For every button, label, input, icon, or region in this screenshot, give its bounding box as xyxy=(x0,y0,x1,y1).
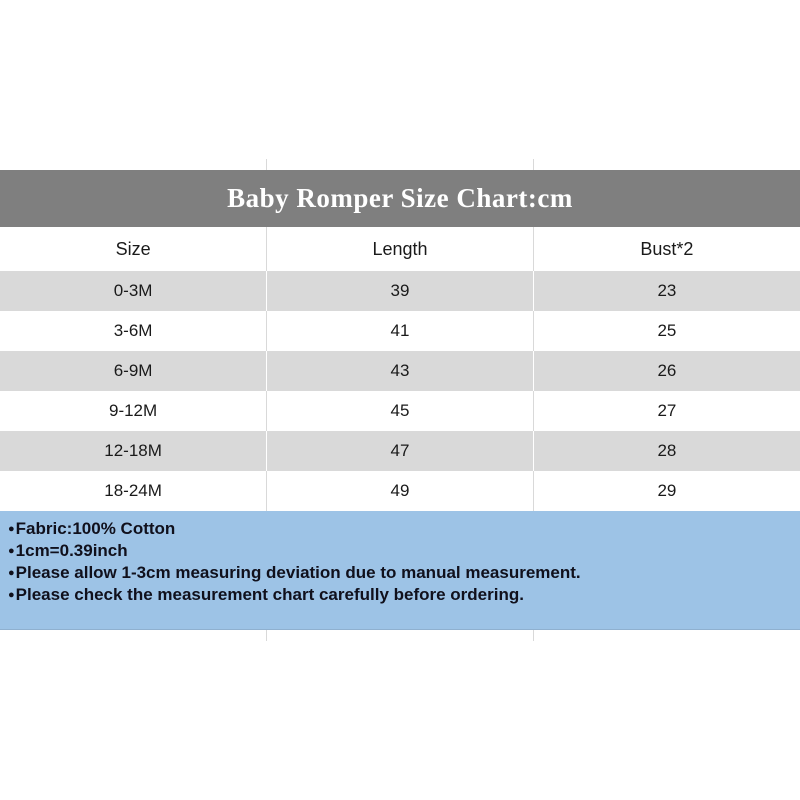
bullet-icon: ● xyxy=(8,545,15,557)
bullet-icon: ● xyxy=(8,589,15,601)
table-cell: 12-18M xyxy=(0,431,267,471)
table-cell: 18-24M xyxy=(0,471,267,511)
table-row: 12-18M 47 28 xyxy=(0,431,800,471)
note-line: ●Please allow 1-3cm measuring deviation … xyxy=(8,562,792,584)
bullet-icon: ● xyxy=(8,523,15,535)
note-line: ●Please check the measurement chart care… xyxy=(8,584,792,606)
column-header: Length xyxy=(266,227,534,271)
table-cell: 28 xyxy=(532,431,800,471)
table-cell: 26 xyxy=(532,351,800,391)
table-row: 0-3M 39 23 xyxy=(0,271,800,311)
note-text: Please check the measurement chart caref… xyxy=(15,585,524,604)
table-row: 9-12M 45 27 xyxy=(0,391,800,431)
table-row: 3-6M 41 25 xyxy=(0,311,800,351)
table-cell: 3-6M xyxy=(0,311,267,351)
grid-tick xyxy=(533,629,534,641)
notes-block: ●Fabric:100% Cotton ●1cm=0.39inch ●Please … xyxy=(0,511,800,630)
table-cell: 23 xyxy=(532,271,800,311)
column-header: Size xyxy=(0,227,267,271)
note-text: Please allow 1-3cm measuring deviation d… xyxy=(15,563,581,582)
table-cell: 27 xyxy=(532,391,800,431)
note-text: Fabric:100% Cotton xyxy=(15,519,176,538)
table-cell: 9-12M xyxy=(0,391,267,431)
column-header: Bust*2 xyxy=(532,227,800,271)
grid-tick xyxy=(266,159,267,171)
note-line: ●1cm=0.39inch xyxy=(8,540,792,562)
table-cell: 25 xyxy=(532,311,800,351)
size-table-body: 0-3M 39 23 3-6M 41 25 6-9M 43 26 9-12M 45 27 12-18M 4… xyxy=(0,271,800,511)
size-table-head: Size Length Bust*2 xyxy=(0,227,800,271)
title-bar: Baby Romper Size Chart:cm xyxy=(0,170,800,227)
table-cell: 49 xyxy=(266,471,534,511)
table-cell: 6-9M xyxy=(0,351,267,391)
note-line: ●Fabric:100% Cotton xyxy=(8,518,792,540)
note-text: 1cm=0.39inch xyxy=(15,541,128,560)
size-table: Size Length Bust*2 0-3M 39 23 3-6M 41 25 6-9M 43 2… xyxy=(0,227,800,511)
table-cell: 0-3M xyxy=(0,271,267,311)
grid-tick xyxy=(533,159,534,171)
table-cell: 45 xyxy=(266,391,534,431)
table-row: 6-9M 43 26 xyxy=(0,351,800,391)
bullet-icon: ● xyxy=(8,567,15,579)
table-cell: 29 xyxy=(532,471,800,511)
table-cell: 41 xyxy=(266,311,534,351)
table-cell: 43 xyxy=(266,351,534,391)
table-row: 18-24M 49 29 xyxy=(0,471,800,511)
table-cell: 47 xyxy=(266,431,534,471)
page-title: Baby Romper Size Chart:cm xyxy=(227,183,573,213)
table-cell: 39 xyxy=(266,271,534,311)
header-row: Size Length Bust*2 xyxy=(0,227,800,271)
grid-tick xyxy=(266,629,267,641)
